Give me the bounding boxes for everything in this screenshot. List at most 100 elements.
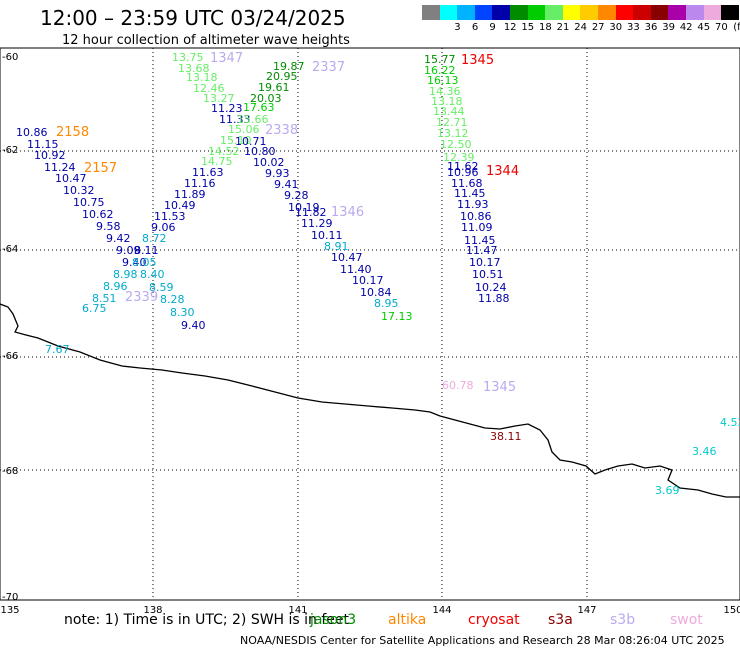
latitude-label: -64 — [2, 244, 18, 255]
wave-height-label: 11.29 — [301, 217, 333, 230]
wave-height-label: 10.62 — [82, 208, 114, 221]
wave-height-label: 13.12 — [437, 127, 469, 140]
wave-height-label: 9.40 — [122, 256, 147, 269]
legend-swatch — [721, 5, 739, 20]
pass-id-label: 1347 — [210, 51, 243, 66]
wave-height-label: 20.95 — [266, 70, 298, 83]
wave-height-label: 11.33 — [219, 113, 251, 126]
wave-height-label: 13.18 — [186, 71, 218, 84]
wave-height-label: 11.15 — [27, 138, 59, 151]
pass-id-label: 1344 — [486, 164, 519, 179]
wave-height-label: 10.92 — [34, 149, 66, 162]
legend-swatch — [439, 5, 458, 20]
latitude-label: -68 — [2, 466, 18, 477]
pass-id-label: 2157 — [84, 161, 117, 176]
legend-label: 45 — [697, 22, 711, 33]
wave-height-label: 15.10 — [220, 134, 252, 147]
wave-height-label: 10.47 — [331, 251, 363, 264]
wave-height-label: 8.59 — [149, 281, 174, 294]
wave-height-label: 11.09 — [461, 221, 493, 234]
wave-height-label: 11.16 — [184, 177, 216, 190]
wave-height-label: 10.75 — [73, 196, 105, 209]
legend-label: 12 — [503, 22, 517, 33]
legend-label: 3 — [454, 22, 461, 33]
pass-id-label: 2337 — [312, 60, 345, 75]
wave-height-label: 9.42 — [106, 232, 131, 245]
wave-height-label: 10.02 — [253, 156, 285, 169]
wave-height-label: 17.13 — [381, 310, 413, 323]
satellite-name: altika — [388, 612, 427, 628]
longitude-label: 147 — [577, 605, 596, 616]
pass-id-label: 2338 — [265, 123, 298, 138]
legend-label: 24 — [574, 22, 587, 33]
legend-swatch — [562, 5, 581, 20]
legend-swatch — [598, 5, 616, 20]
footer-note: note: 1) Time is in UTC; 2) SWH is in fe… — [64, 612, 350, 628]
wave-height-label: 7.67 — [45, 343, 70, 356]
wave-height-label: 8.72 — [142, 232, 167, 245]
longitude-label: 138 — [143, 605, 162, 616]
wave-height-label: 16.13 — [427, 74, 459, 87]
legend-units: (ft) — [733, 22, 740, 33]
satellite-name: jason3 — [310, 612, 357, 628]
wave-height-label: 38.11 — [490, 430, 522, 443]
map-subtitle: 12 hour collection of altimeter wave hei… — [62, 33, 350, 48]
wave-height-label: 10.17 — [352, 274, 384, 287]
legend-label: 30 — [609, 22, 623, 33]
wave-height-label: 14.75 — [201, 155, 233, 168]
wave-height-label: 11.88 — [478, 292, 510, 305]
longitude-label: 141 — [288, 605, 307, 616]
wave-height-label: 9.09 — [116, 244, 141, 257]
wave-height-label: 8.05 — [132, 256, 157, 269]
legend-swatch — [474, 5, 493, 20]
legend-swatch — [703, 5, 722, 20]
wave-height-label: 11.23 — [211, 102, 243, 115]
legend-swatch — [457, 5, 475, 20]
legend-label: 70 — [715, 22, 728, 33]
longitude-label: 144 — [432, 605, 451, 616]
wave-height-label: 12.50 — [440, 138, 472, 151]
wave-height-label: 9.06 — [151, 221, 176, 234]
coastline — [0, 303, 740, 498]
pass-id-label: 1345 — [461, 53, 494, 68]
legend-swatch — [492, 5, 510, 20]
pass-id-label: 2158 — [56, 125, 89, 140]
wave-height-label: 8.11 — [134, 244, 159, 257]
legend-label: 36 — [644, 22, 658, 33]
wave-height-label: 10.84 — [360, 286, 392, 299]
wave-height-label: 19.87 — [273, 60, 305, 73]
legend-swatch — [545, 5, 563, 20]
wave-height-label: 10.86 — [460, 210, 492, 223]
satellite-name: cryosat — [468, 612, 520, 628]
wave-height-label: 11.45 — [454, 187, 486, 200]
wave-height-label: 13.27 — [203, 92, 235, 105]
legend-label: 9 — [489, 22, 496, 33]
legend-label: 27 — [591, 22, 605, 33]
pass-id-label: 1346 — [331, 205, 364, 220]
latitude-label: -70 — [2, 592, 18, 603]
wave-height-label: 16.22 — [424, 64, 456, 77]
satellite-name: s3a — [548, 612, 573, 628]
wave-height-label: 15.66 — [237, 113, 269, 126]
wave-height-label: 8.40 — [140, 268, 165, 281]
wave-height-label: 12.71 — [436, 116, 468, 129]
wave-height-label: 10.71 — [235, 135, 267, 148]
legend-label: 21 — [556, 22, 570, 33]
wave-height-label: 11.82 — [295, 206, 327, 219]
map-frame — [0, 47, 740, 601]
wave-height-label: 13.75 — [172, 51, 204, 64]
wave-height-label: 3.69 — [655, 484, 680, 497]
longitude-label: 135 — [0, 605, 19, 616]
satellite-name: swot — [670, 612, 703, 628]
wave-height-label: 11.89 — [174, 188, 206, 201]
legend-label: 6 — [471, 22, 479, 33]
latitude-label: -60 — [2, 52, 18, 63]
wave-height-label: 12.39 — [443, 151, 475, 164]
wave-height-label: 9.58 — [96, 220, 121, 233]
pass-id-label: 2339 — [125, 290, 158, 305]
wave-height-label: 11.24 — [44, 161, 76, 174]
latitude-label: -66 — [2, 351, 18, 362]
wave-height-label: 10.49 — [164, 199, 196, 212]
wave-height-label: 14.52 — [208, 145, 240, 158]
